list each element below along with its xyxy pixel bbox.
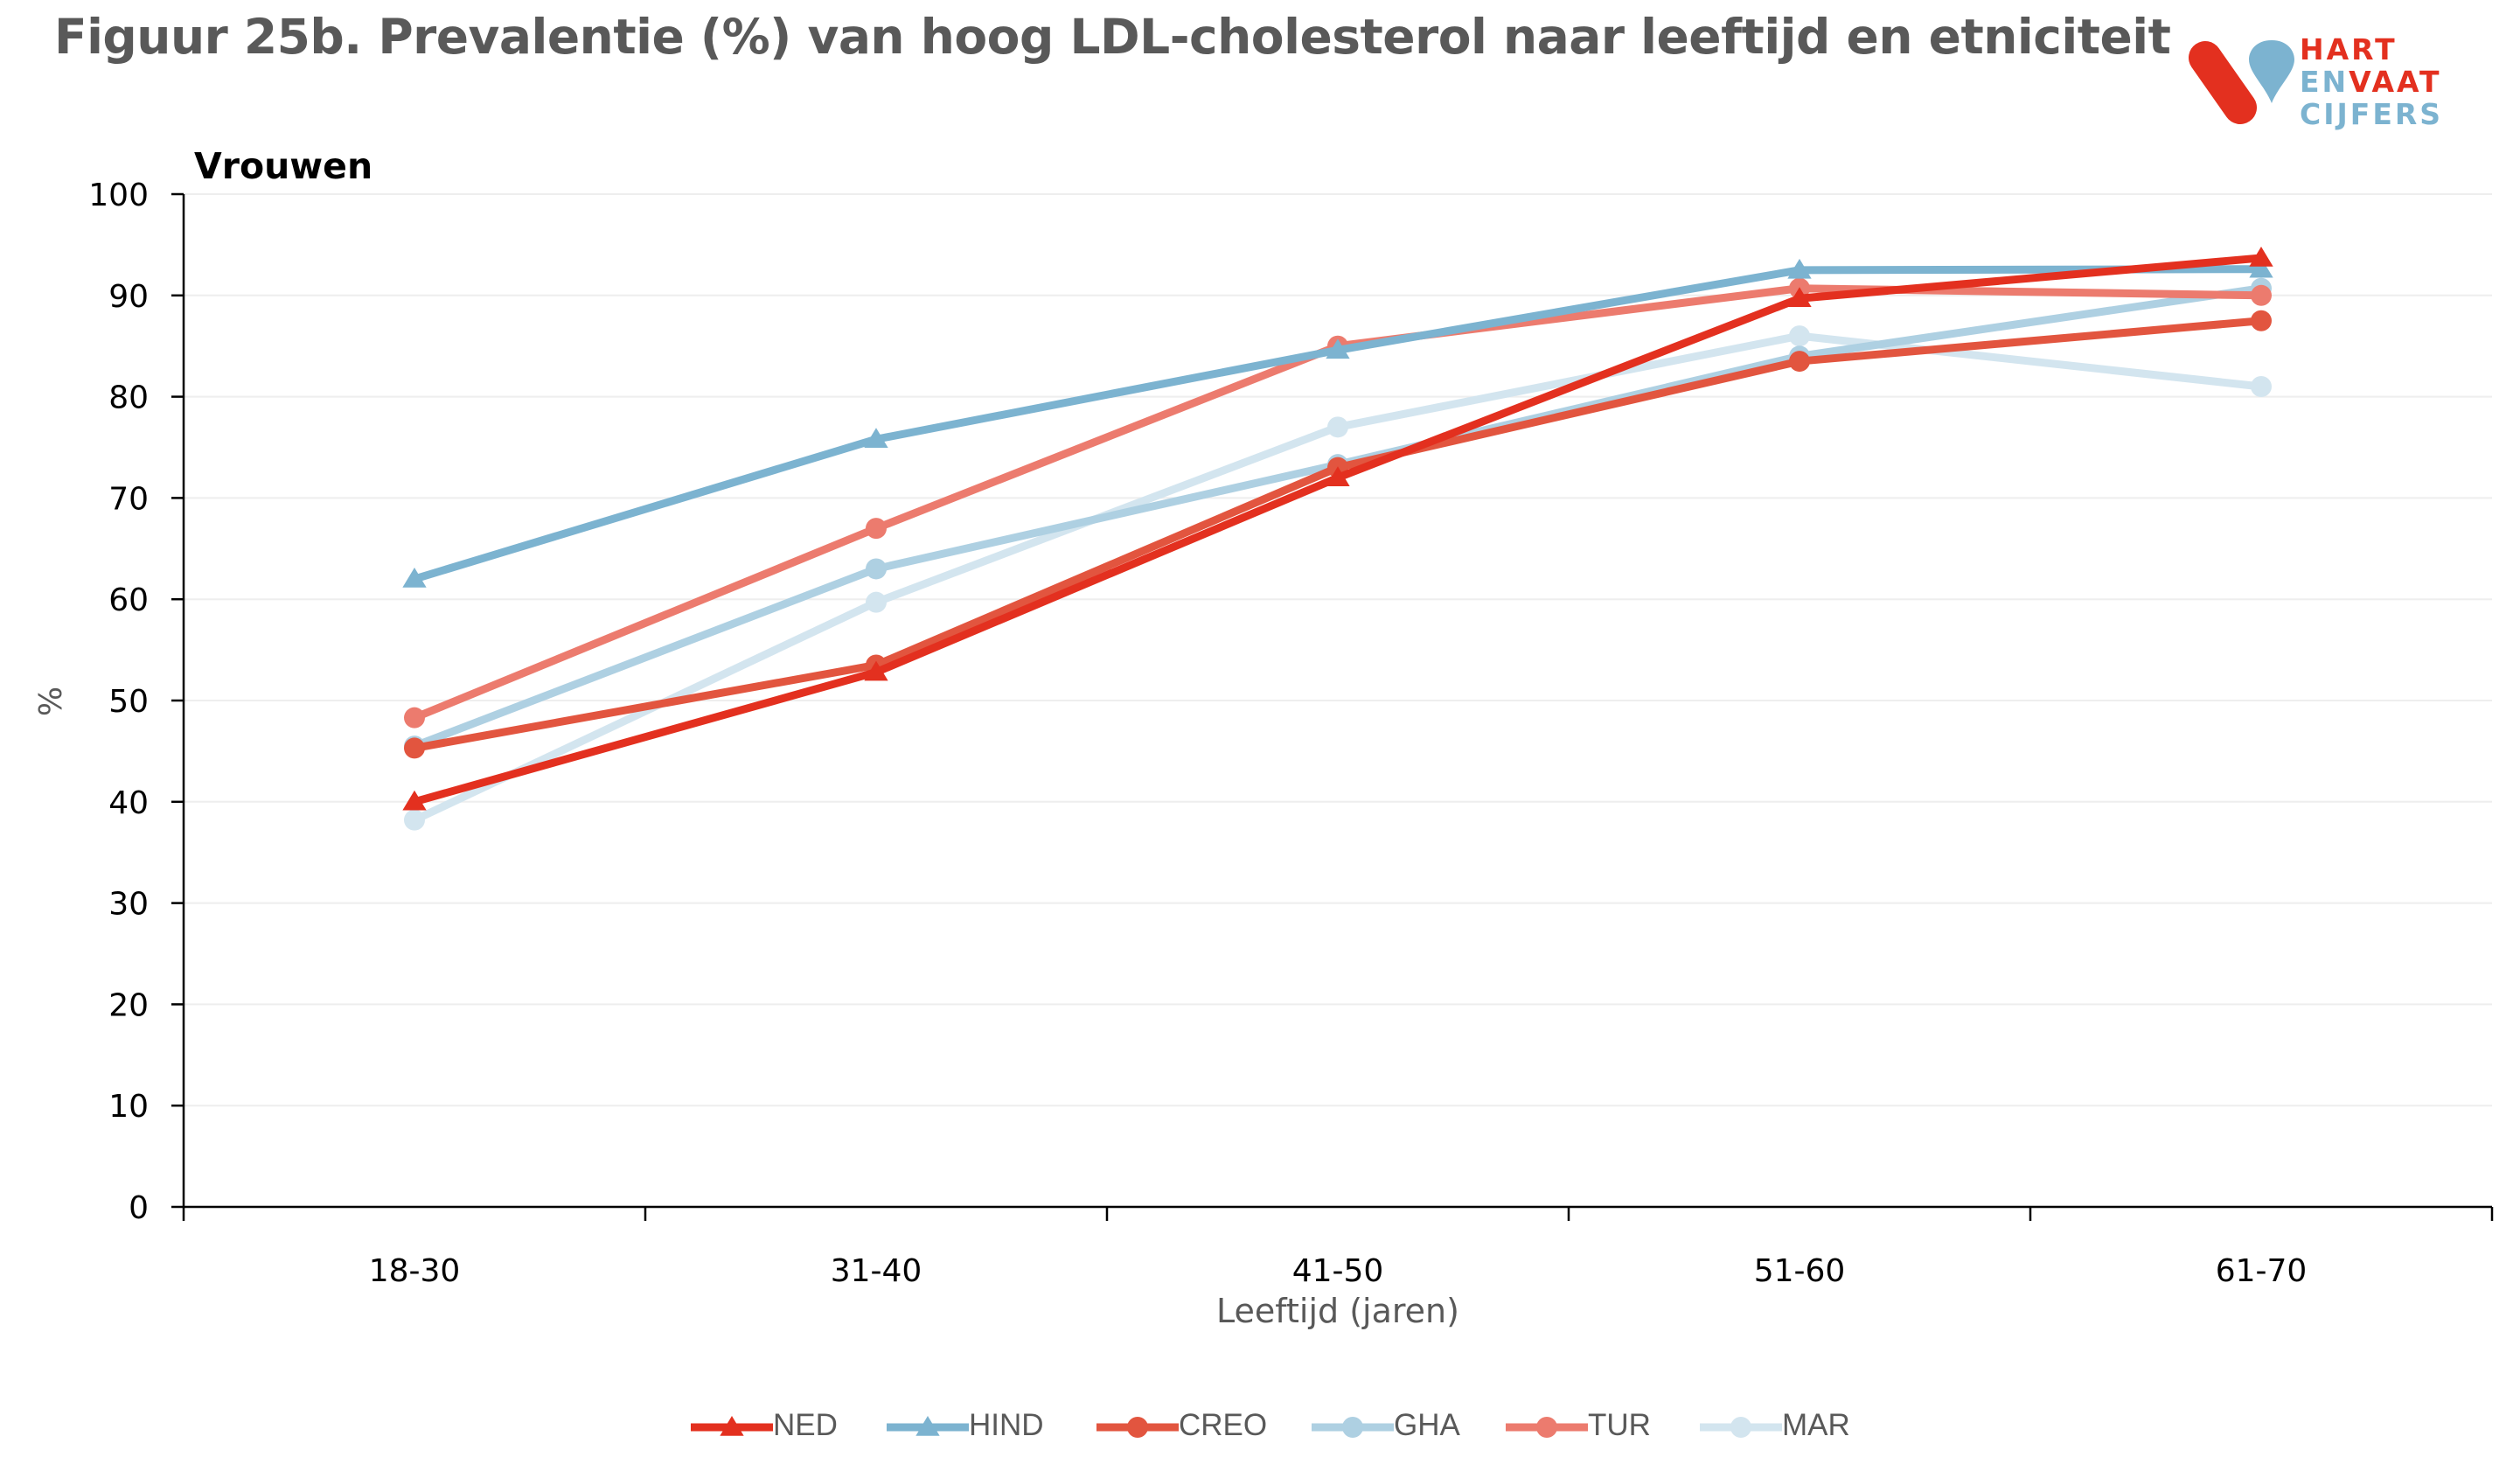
data-point-mar <box>2251 376 2272 398</box>
legend-marker <box>1536 1417 1557 1438</box>
legend-swatch-mar <box>1700 1417 1782 1438</box>
legend-marker <box>720 1416 744 1436</box>
legend-item-mar: MAR <box>1696 1399 1889 1452</box>
data-point-hind <box>402 568 427 588</box>
data-point-mar <box>866 591 887 613</box>
legend-label: TUR <box>1588 1408 1651 1442</box>
data-point-ned <box>1326 466 1350 486</box>
data-point-tur <box>2251 284 2272 306</box>
data-point-gha <box>866 558 887 580</box>
logo-text-line3: CIJFERS <box>2300 97 2444 131</box>
data-point-ned <box>402 790 427 811</box>
series-line-creo <box>410 317 2266 752</box>
x-tick-label: 18-30 <box>369 1253 461 1289</box>
y-tick-label: 20 <box>108 987 149 1023</box>
hartenvaatcijfers-logo: HART ENVAAT CIJFERS <box>2168 24 2466 138</box>
legend-label: HIND <box>969 1408 1044 1442</box>
legend-swatch-ned <box>691 1416 773 1436</box>
tick-labels: 0 10 20 30 40 50 60 70 80 90 100 18-30 31-40 41-50 51-… <box>88 178 2307 1289</box>
logo-text-vaat: VAAT <box>2349 65 2442 99</box>
series-mar <box>404 325 2272 831</box>
data-point-hind <box>1787 258 1812 279</box>
legend-label: GHA <box>1394 1408 1460 1442</box>
x-tick-label: 51-60 <box>1754 1253 1846 1289</box>
legend-item-tur: TUR <box>1502 1399 1695 1452</box>
x-axis-label: Leeftijd (jaren) <box>1216 1292 1459 1330</box>
legend-swatch-tur <box>1506 1417 1588 1438</box>
data-point-creo <box>1789 351 1810 373</box>
legend-label: NED <box>773 1408 838 1442</box>
data-point-tur <box>866 518 887 540</box>
line-chart: 0 10 20 30 40 50 60 70 80 90 100 18-30 31-40 41-50 51-… <box>33 178 2494 1330</box>
data-point-ned <box>1787 287 1812 308</box>
legend-marker <box>915 1416 940 1436</box>
legend-item-hind: HIND <box>883 1399 1076 1452</box>
legend-label: MAR <box>1782 1408 1850 1442</box>
y-tick-label: 70 <box>108 481 149 517</box>
y-tick-label: 50 <box>108 684 149 720</box>
data-point-creo <box>404 737 425 759</box>
y-axis-label: % <box>33 687 69 716</box>
data-point-hind <box>1326 338 1350 359</box>
legend-swatch-gha <box>1312 1417 1394 1438</box>
data-point-tur <box>404 707 425 729</box>
legend-item-gha: GHA <box>1308 1399 1500 1452</box>
x-tick-label: 31-40 <box>831 1253 922 1289</box>
data-point-hind <box>2249 257 2273 278</box>
y-tick-label: 90 <box>108 279 149 315</box>
y-tick-label: 30 <box>108 887 149 923</box>
data-point-ned <box>864 660 888 681</box>
legend-marker <box>1127 1417 1148 1438</box>
series-line-mar <box>410 331 2266 825</box>
data-point-mar <box>1789 325 1810 347</box>
series-ned <box>402 246 2273 811</box>
axes <box>171 192 2494 1221</box>
legend-swatch-hind <box>887 1416 969 1436</box>
y-tick-label: 10 <box>108 1089 149 1125</box>
data-point-creo <box>2251 310 2272 331</box>
logo-text-line1: HART <box>2300 32 2398 66</box>
y-tick-label: 60 <box>108 582 149 618</box>
legend-item-creo: CREO <box>1093 1399 1285 1452</box>
legend-marker <box>1342 1417 1363 1438</box>
y-tick-label: 100 <box>88 178 149 213</box>
series-lines <box>402 246 2273 831</box>
chart-title: Figuur 25b. Prevalentie (%) van hoog LDL… <box>54 9 2171 65</box>
panel-label: Vrouwen <box>194 145 373 187</box>
chart-legend: NED HIND CREO GHA TUR MAR <box>0 1399 2520 1452</box>
x-tick-label: 61-70 <box>2216 1253 2308 1289</box>
data-point-hind <box>864 428 888 448</box>
y-tick-label: 40 <box>108 785 149 821</box>
legend-swatch-creo <box>1096 1417 1179 1438</box>
legend-label: CREO <box>1179 1408 1268 1442</box>
x-tick-label: 41-50 <box>1292 1253 1384 1289</box>
y-tick-label: 80 <box>108 380 149 416</box>
logo-text-line2: ENVAAT <box>2300 66 2442 98</box>
data-point-mar <box>1327 416 1348 438</box>
series-hind <box>402 257 2273 588</box>
logo-text-en: EN <box>2300 65 2349 99</box>
data-point-ned <box>2249 246 2273 267</box>
logo-mark-icon <box>2189 40 2294 124</box>
legend-item-ned: NED <box>687 1399 880 1452</box>
data-point-mar <box>404 809 425 831</box>
legend-marker <box>1730 1417 1751 1438</box>
y-tick-label: 0 <box>129 1190 149 1226</box>
